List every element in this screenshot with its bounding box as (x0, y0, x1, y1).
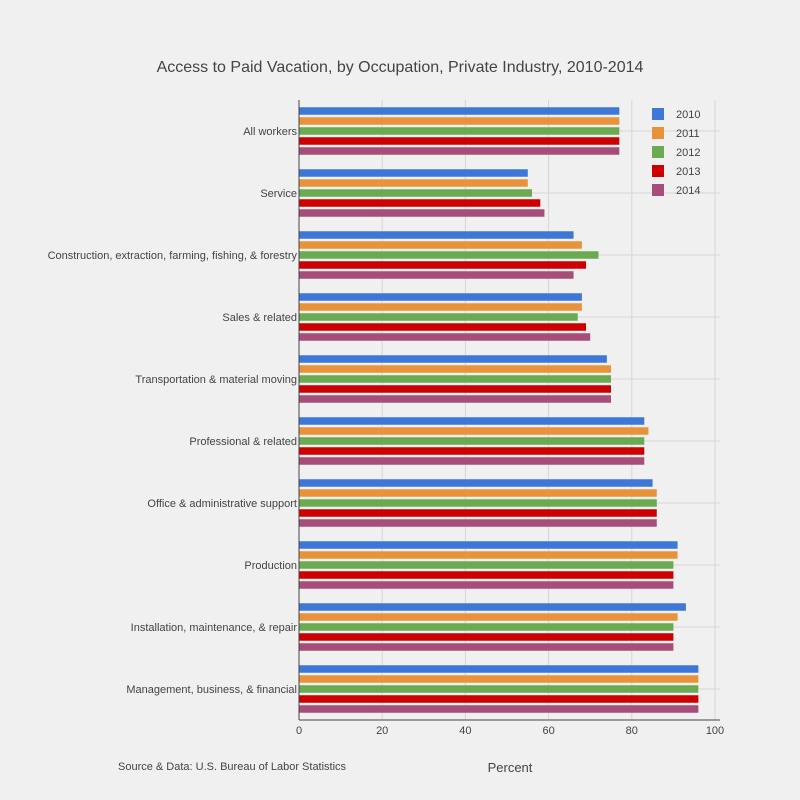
bar (299, 355, 607, 363)
axes (298, 100, 720, 721)
bar (299, 303, 582, 311)
bar (299, 231, 574, 239)
x-tick-label: 60 (542, 725, 554, 737)
bar (299, 251, 599, 259)
bar (299, 189, 532, 197)
bar (299, 571, 674, 579)
bar (299, 169, 528, 177)
bar (299, 633, 674, 641)
bar (299, 117, 620, 125)
bar (299, 613, 678, 621)
legend: 2010 2011 2012 2013 2014 (652, 108, 700, 197)
tick-labels: 0 20 40 60 80 100 (296, 725, 724, 737)
bar (299, 365, 611, 373)
bar (299, 395, 611, 403)
category-label: All workers (243, 126, 297, 138)
bar (299, 241, 582, 249)
category-label: Production (244, 560, 297, 572)
bar (299, 509, 657, 517)
bar (299, 437, 645, 445)
bar (299, 623, 674, 631)
bar (299, 385, 611, 393)
bar (299, 695, 699, 703)
legend-swatch (652, 146, 664, 158)
category-label: Service (260, 188, 297, 200)
bars (299, 107, 699, 713)
source-label: Source & Data: U.S. Bureau of Labor Stat… (118, 761, 347, 773)
bar (299, 375, 611, 383)
bar (299, 447, 645, 455)
legend-swatch (652, 127, 664, 139)
bar (299, 665, 699, 673)
bar (299, 675, 699, 683)
bar (299, 271, 574, 279)
legend-swatch (652, 165, 664, 177)
bar (299, 489, 657, 497)
legend-label: 2013 (676, 166, 700, 178)
bar (299, 293, 582, 301)
bar (299, 457, 645, 465)
bar (299, 323, 587, 331)
bar (299, 313, 578, 321)
bar (299, 561, 674, 569)
category-label: Installation, maintenance, & repair (131, 622, 298, 634)
bar (299, 137, 620, 145)
category-label: Management, business, & financial (126, 684, 297, 696)
category-label: Sales & related (222, 312, 297, 324)
legend-label: 2011 (676, 128, 700, 140)
category-label: Office & administrative support (147, 498, 297, 510)
legend-swatch (652, 108, 664, 120)
bar (299, 551, 678, 559)
bar (299, 685, 699, 693)
legend-label: 2014 (676, 185, 700, 197)
bar (299, 209, 545, 217)
x-tick-label: 0 (296, 725, 302, 737)
bar (299, 541, 678, 549)
category-label: Construction, extraction, farming, fishi… (48, 250, 298, 262)
bar (299, 427, 649, 435)
bar (299, 333, 591, 341)
bar (299, 179, 528, 187)
x-tick-label: 40 (459, 725, 471, 737)
bar (299, 127, 620, 135)
bar (299, 147, 620, 155)
bar (299, 261, 587, 269)
bar (299, 519, 657, 527)
category-labels: All workers Service Construction, extracti… (48, 126, 298, 696)
bar (299, 479, 653, 487)
legend-label: 2010 (676, 109, 700, 121)
category-label: Transportation & material moving (135, 374, 297, 386)
legend-label: 2012 (676, 147, 700, 159)
legend-swatch (652, 184, 664, 196)
bar (299, 107, 620, 115)
bar (299, 705, 699, 713)
x-tick-label: 20 (376, 725, 388, 737)
bar (299, 499, 657, 507)
bar (299, 643, 674, 651)
bar (299, 417, 645, 425)
chart-title: Access to Paid Vacation, by Occupation, … (157, 59, 644, 76)
bar (299, 581, 674, 589)
category-label: Professional & related (189, 436, 297, 448)
x-axis-title: Percent (488, 760, 533, 775)
x-tick-label: 80 (626, 725, 638, 737)
x-tick-label: 100 (706, 725, 724, 737)
bar (299, 199, 541, 207)
bar (299, 603, 686, 611)
